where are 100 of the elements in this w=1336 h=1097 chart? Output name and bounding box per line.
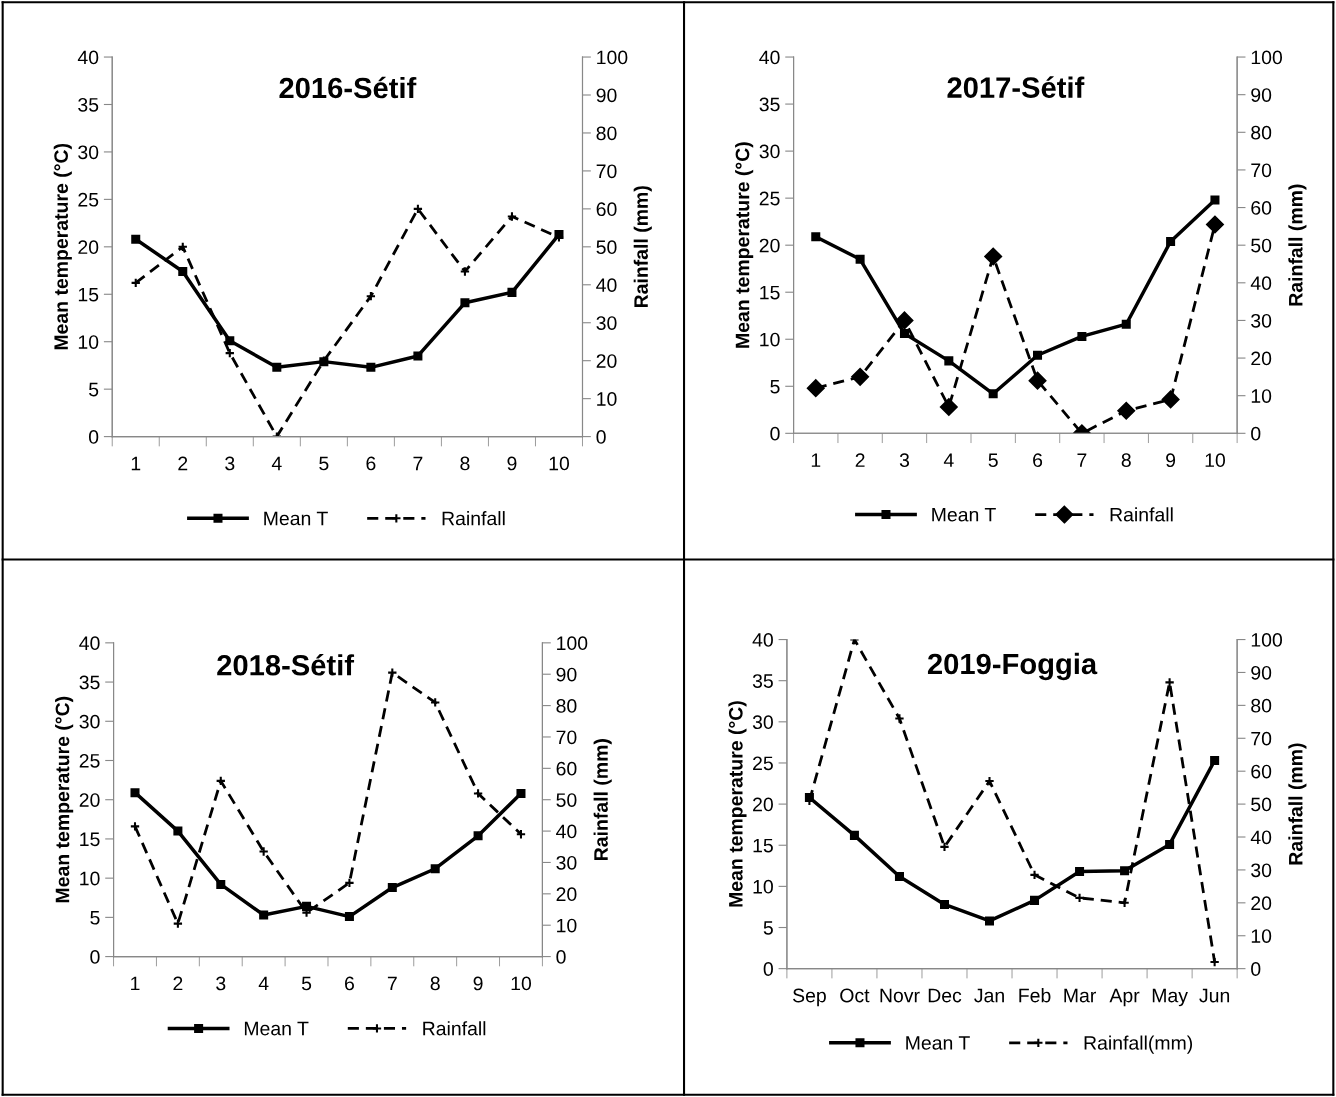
y2-tick-label: 10 xyxy=(1251,389,1272,403)
x-tick-label: 10 xyxy=(1205,453,1226,468)
y2-tick-label: 30 xyxy=(556,855,577,870)
x-tick-label: 2 xyxy=(855,453,865,467)
x-tick-label: 4 xyxy=(943,453,954,467)
x-tick-label: 2 xyxy=(173,976,183,991)
y-tick-label: 35 xyxy=(759,97,780,112)
y-tick-label: 40 xyxy=(759,50,780,65)
x-tick-label: 2 xyxy=(178,456,188,471)
x-tick-label: 8 xyxy=(430,976,440,991)
legend-label: Mean T xyxy=(906,1036,970,1050)
y-tick-label: 5 xyxy=(88,382,99,397)
y2-tick-label: 20 xyxy=(1251,896,1272,911)
y2-tick-label: 20 xyxy=(556,887,577,902)
y2-tick-label: 30 xyxy=(1251,863,1272,878)
y2-tick-label: 70 xyxy=(1251,163,1272,178)
y-tick-label: 40 xyxy=(752,633,773,647)
y2-tick-label: 60 xyxy=(556,761,577,776)
y2-tick-label: 80 xyxy=(596,126,617,141)
y-tick-label: 30 xyxy=(79,714,100,729)
y-tick-label: 35 xyxy=(752,674,773,688)
y-tick-label: 40 xyxy=(79,636,100,651)
y-axis-title: Mean temperature (°C) xyxy=(728,701,747,907)
y-tick-label: 25 xyxy=(79,753,100,768)
x-tick-label: Mar xyxy=(1064,988,1096,1003)
y-axis-title: Mean temperature (°C) xyxy=(735,142,754,348)
legend-label: Rainfall xyxy=(442,511,505,526)
legend-label: Rainfall(mm) xyxy=(1084,1035,1193,1054)
y-tick-label: 10 xyxy=(80,871,100,886)
x-tick-label: 3 xyxy=(216,976,226,991)
y2-tick-label: 10 xyxy=(1251,929,1272,943)
y2-tick-label: 90 xyxy=(596,88,617,103)
y2-tick-label: 30 xyxy=(1251,313,1272,328)
y2-tick-label: 90 xyxy=(556,667,577,682)
x-tick-label: 6 xyxy=(345,976,354,991)
chart-title: 2019-Foggia xyxy=(927,652,1098,681)
y2-axis-title: Rainfall (mm) xyxy=(633,186,652,308)
y2-axis-title: Rainfall (mm) xyxy=(1288,743,1307,865)
x-tick-label: 1 xyxy=(811,453,821,467)
y2-tick-label: 0 xyxy=(596,430,606,444)
x-tick-label: 10 xyxy=(549,456,570,471)
y2-tick-label: 50 xyxy=(596,240,617,255)
x-tick-label: 1 xyxy=(131,456,141,471)
x-tick-label: 3 xyxy=(225,456,235,471)
x-tick-label: 9 xyxy=(1166,453,1176,468)
x-tick-label: May xyxy=(1152,988,1188,1007)
y-tick-label: 15 xyxy=(80,832,100,847)
x-tick-label: 6 xyxy=(366,456,376,471)
y-tick-label: 25 xyxy=(78,192,99,207)
x-tick-label: 5 xyxy=(301,976,312,991)
y-tick-label: 15 xyxy=(753,838,773,853)
y2-tick-label: 40 xyxy=(1250,276,1272,291)
y2-tick-label: 10 xyxy=(557,918,577,933)
y2-tick-label: 60 xyxy=(1251,764,1272,779)
y-tick-label: 0 xyxy=(88,430,99,444)
y-tick-label: 30 xyxy=(78,145,99,160)
y2-tick-label: 50 xyxy=(556,793,577,807)
x-tick-label: 5 xyxy=(319,456,329,471)
y2-tick-label: 80 xyxy=(1251,125,1272,140)
x-tick-label: 1 xyxy=(131,976,140,991)
x-tick-label: Feb xyxy=(1019,988,1051,1003)
y2-tick-label: 0 xyxy=(1251,426,1261,441)
y2-tick-label: 50 xyxy=(1251,797,1272,812)
x-tick-label: 4 xyxy=(271,456,282,471)
y-tick-label: 20 xyxy=(79,793,100,807)
y-tick-label: 30 xyxy=(752,715,773,730)
legend-label: Rainfall xyxy=(423,1021,486,1036)
y-tick-label: 10 xyxy=(78,335,99,349)
x-tick-label: 9 xyxy=(507,456,517,471)
x-tick-label: 8 xyxy=(1121,453,1131,468)
x-tick-label: Jun xyxy=(1199,988,1230,1003)
y2-tick-label: 50 xyxy=(1251,238,1272,253)
y2-tick-label: 70 xyxy=(596,164,617,179)
y2-tick-label: 100 xyxy=(597,50,628,65)
y-tick-label: 10 xyxy=(760,332,780,347)
y-tick-label: 25 xyxy=(753,756,773,771)
y-tick-label: 30 xyxy=(759,144,780,159)
x-tick-label: 9 xyxy=(473,976,483,991)
x-tick-label: 7 xyxy=(1077,453,1087,467)
y2-tick-label: 10 xyxy=(597,392,617,406)
y-tick-label: 0 xyxy=(763,962,773,976)
y2-tick-label: 90 xyxy=(1251,88,1272,102)
y2-tick-label: 30 xyxy=(596,316,617,330)
y-tick-label: 15 xyxy=(78,287,99,302)
x-tick-label: Oct xyxy=(840,988,870,1003)
x-tick-label: 3 xyxy=(899,453,910,468)
y2-tick-label: 20 xyxy=(596,354,617,368)
y-tick-label: 20 xyxy=(759,238,780,253)
x-tick-label: 7 xyxy=(413,456,423,471)
x-tick-label: Apr xyxy=(1109,988,1140,1007)
y-tick-label: 5 xyxy=(90,911,100,925)
x-tick-label: 8 xyxy=(460,456,470,471)
y2-axis-title: Rainfall (mm) xyxy=(593,739,612,860)
y2-tick-label: 60 xyxy=(596,202,617,217)
y-tick-label: 0 xyxy=(90,950,100,964)
legend-label: Rainfall xyxy=(1110,507,1173,522)
y-tick-label: 20 xyxy=(78,240,99,255)
y-tick-label: 5 xyxy=(770,379,780,394)
y-tick-label: 25 xyxy=(759,191,780,206)
x-tick-label: 5 xyxy=(988,453,998,468)
